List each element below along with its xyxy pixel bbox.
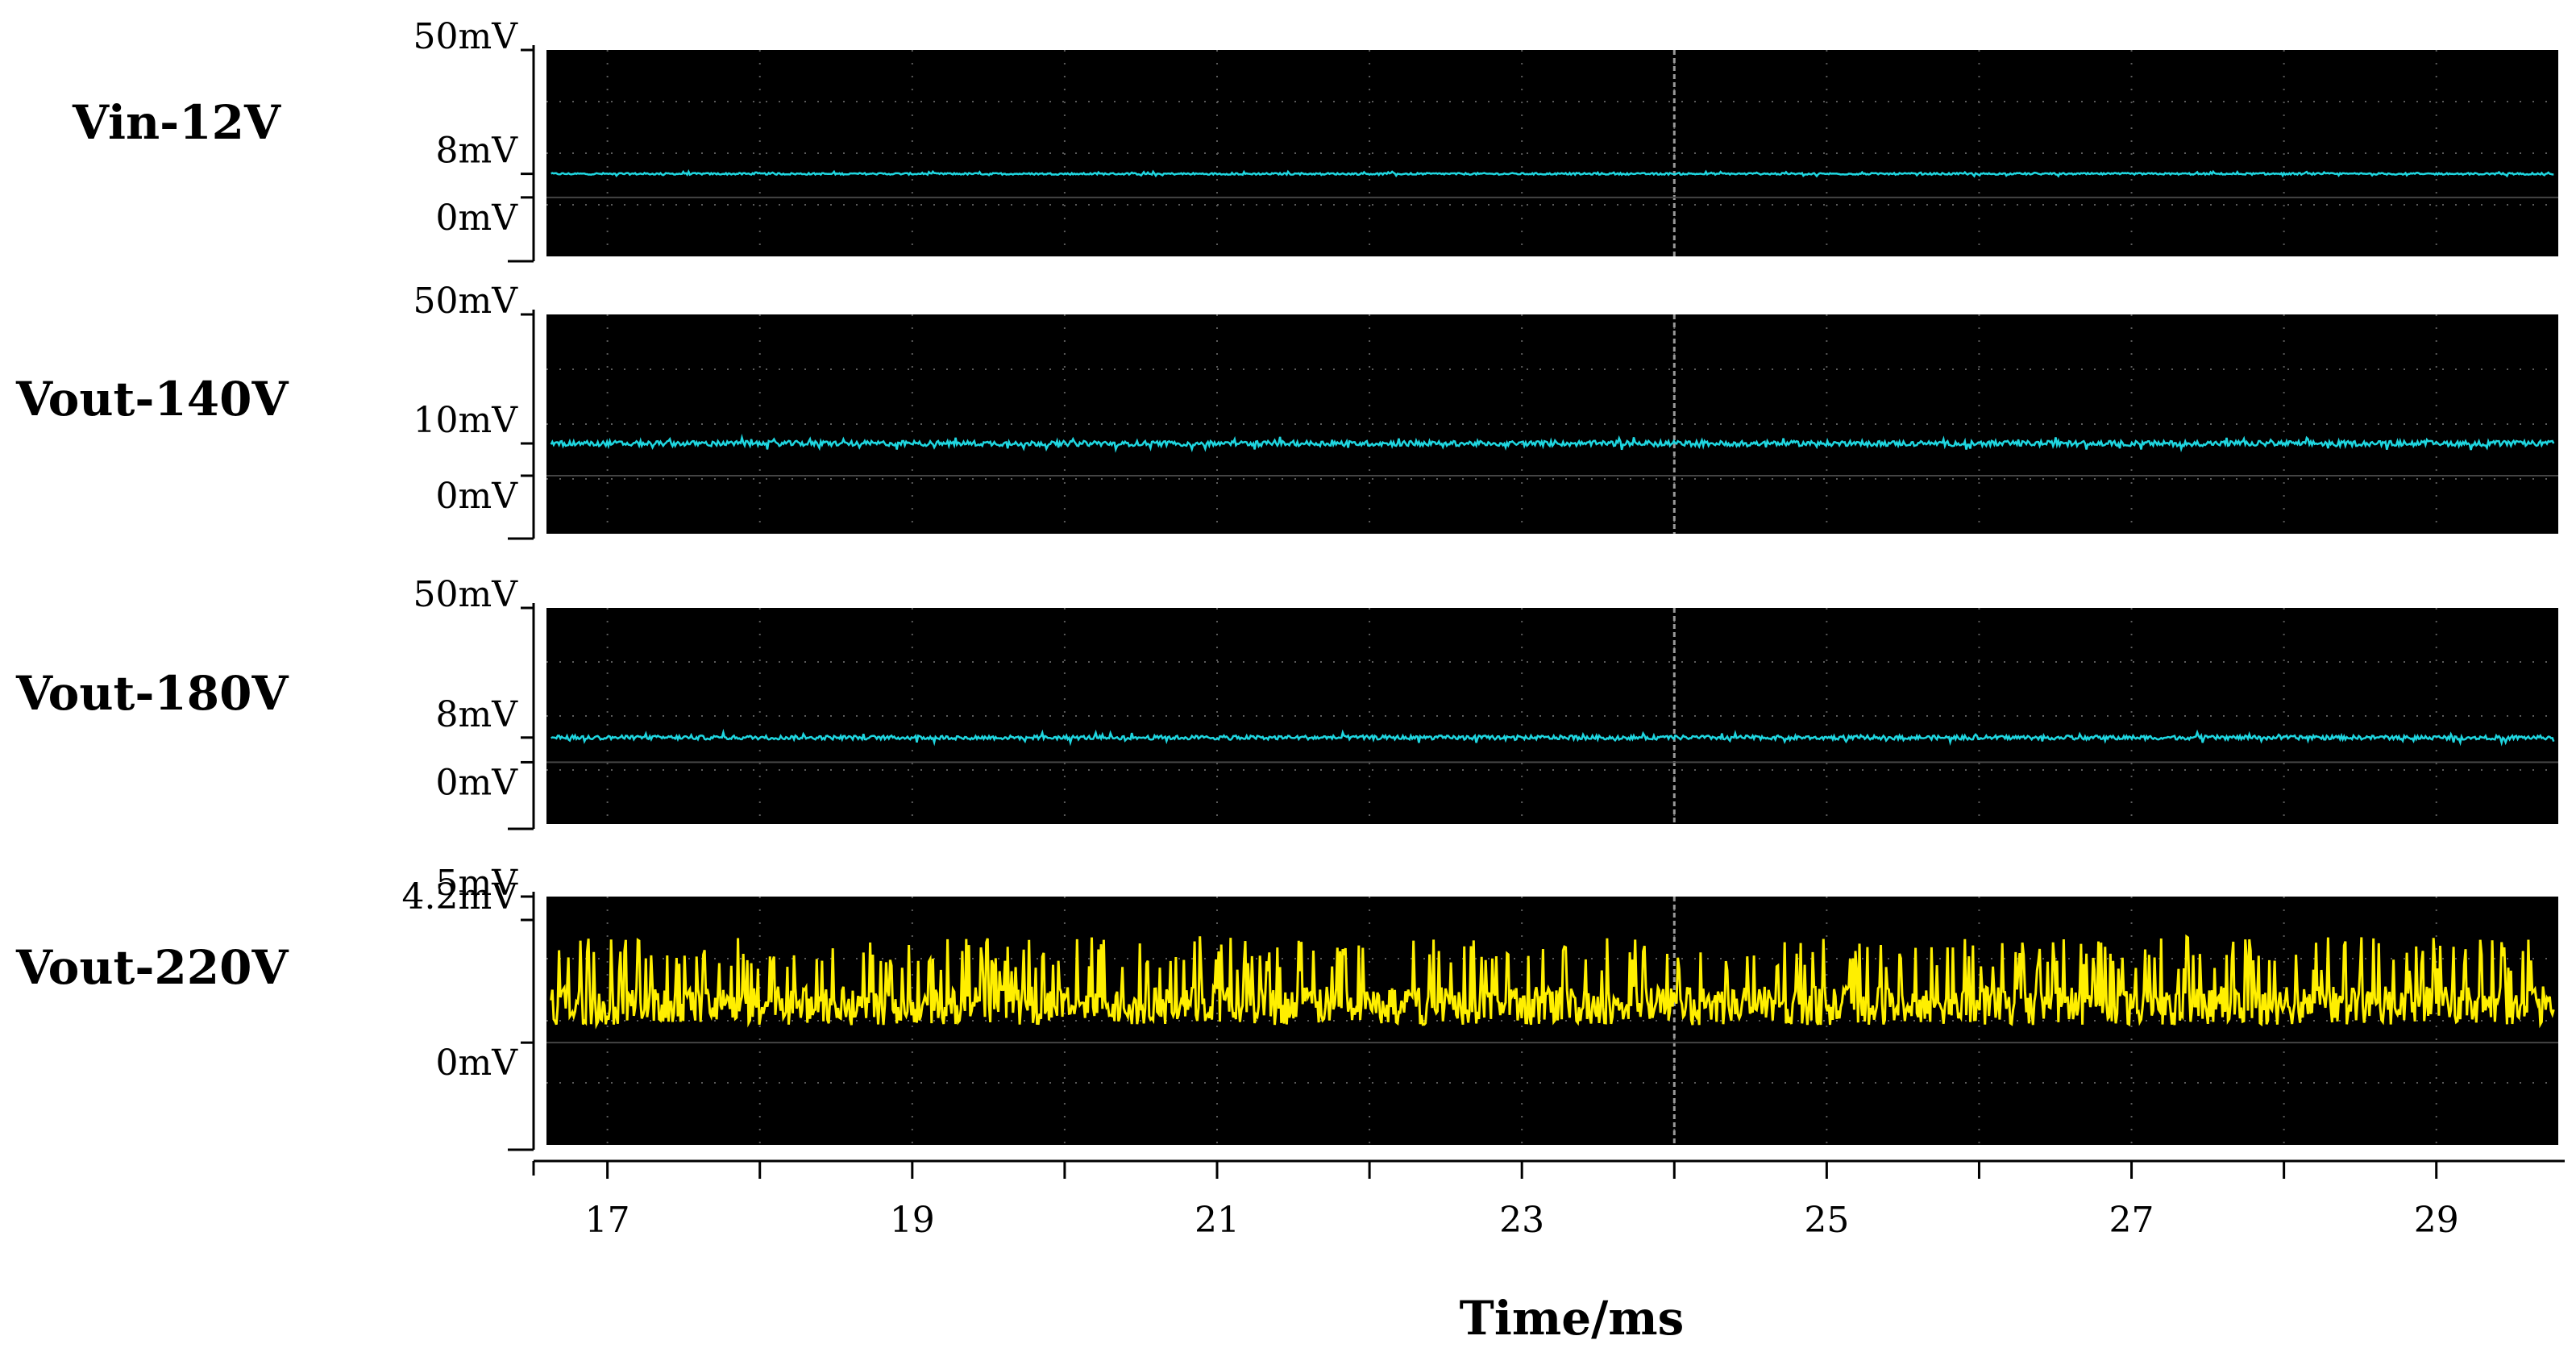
- y-tick-label: 0mV: [436, 476, 519, 517]
- y-tick-label: 0mV: [436, 762, 519, 803]
- panel-3: 50mV 8mV 0mV Vout-180V: [15, 574, 2558, 830]
- panel-2: 50mV 10mV 0mV Vout-140V: [15, 281, 2558, 540]
- signal-trace: [551, 169, 2554, 178]
- channel-label: Vout-140V: [15, 372, 289, 427]
- x-tick-label: 17: [585, 1200, 630, 1241]
- x-tick-label: 29: [2414, 1200, 2459, 1241]
- signal-trace: [550, 934, 2555, 1030]
- panels-layer: 50mV8mV0mVVin-12V50mV10mV0mVVout-140V50m…: [15, 16, 2558, 1151]
- y-tick-label: 8mV: [436, 694, 519, 735]
- y-tick-label: 8mV: [436, 131, 519, 172]
- y-tick-label: 5mV: [436, 863, 519, 904]
- signal-trace: [551, 728, 2555, 747]
- channel-label: Vin-12V: [72, 95, 281, 150]
- x-tick-label: 23: [1499, 1200, 1544, 1241]
- y-tick-label: 50mV: [413, 281, 519, 322]
- y-tick-label: 50mV: [413, 16, 519, 57]
- channel-label: Vout-220V: [15, 940, 289, 995]
- y-tick-label: 10mV: [413, 400, 519, 441]
- x-tick-label: 21: [1195, 1200, 1240, 1241]
- y-tick-label: 50mV: [413, 574, 519, 615]
- signal-trace: [550, 433, 2555, 453]
- y-tick-label: 0mV: [436, 198, 519, 239]
- channel-label: Vout-180V: [15, 666, 289, 721]
- y-tick-label: 4.2mV: [402, 876, 519, 918]
- y-tick-label: 0mV: [436, 1042, 519, 1084]
- x-tick-label: 19: [890, 1200, 935, 1241]
- x-axis: Time/ms 17 19 21 23 25 27 29: [532, 1159, 2565, 1346]
- x-tick-label: 25: [1804, 1200, 1849, 1241]
- panel-1: 50mV 8mV 0mV Vin-12V: [72, 16, 2558, 263]
- x-axis-title: Time/ms: [1460, 1291, 1685, 1346]
- x-tick-label: 27: [2109, 1200, 2154, 1241]
